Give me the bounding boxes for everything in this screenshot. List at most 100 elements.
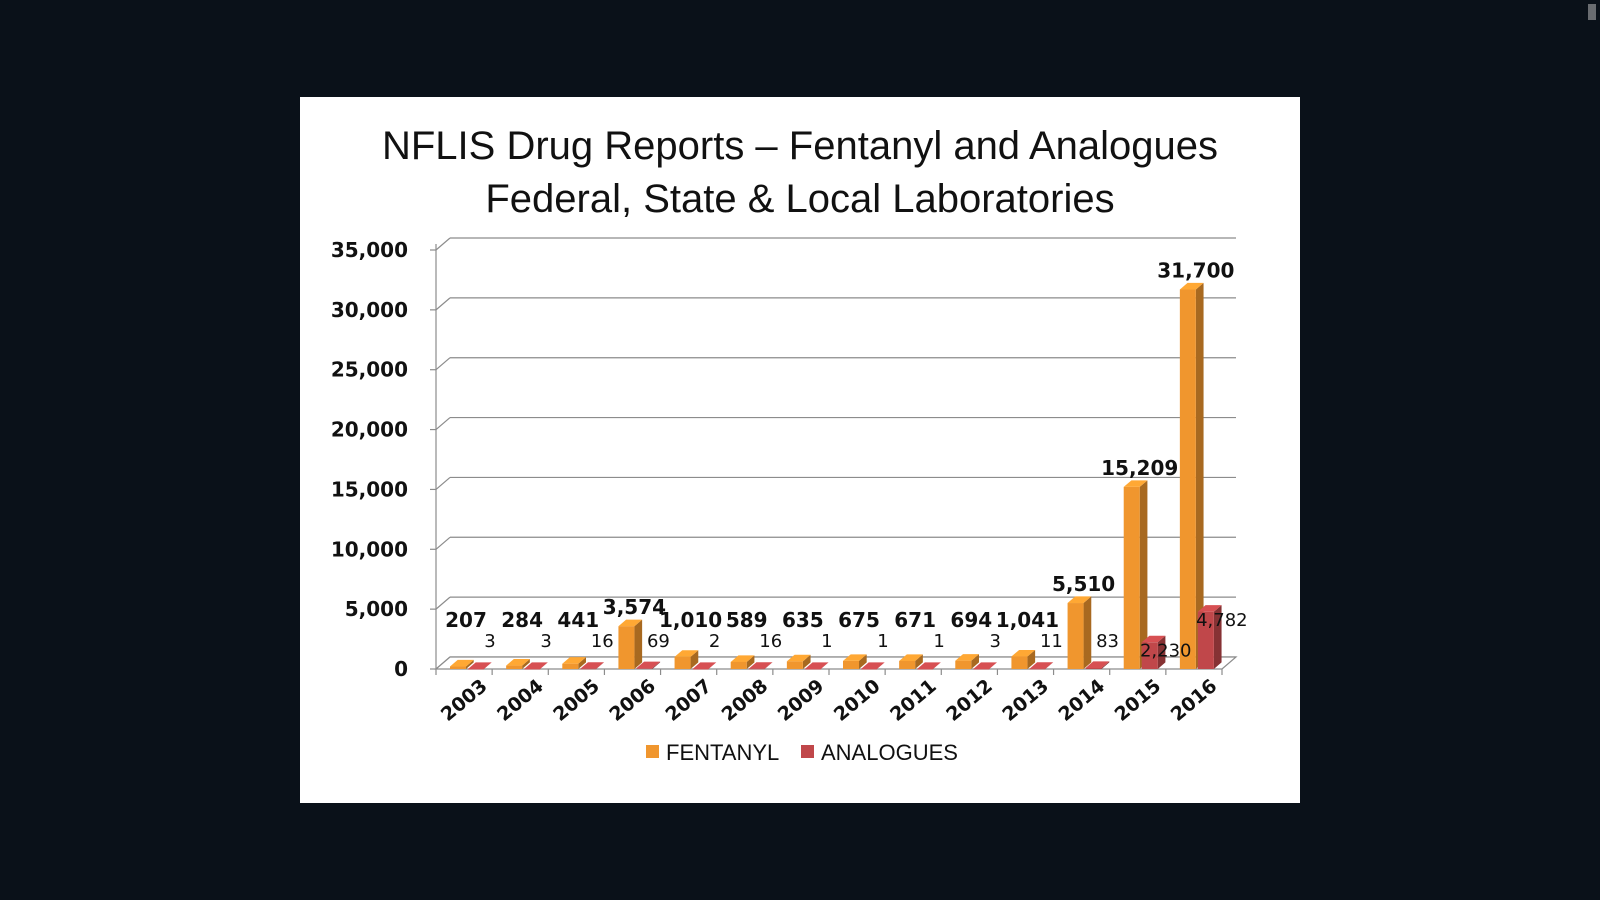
bar-top xyxy=(861,662,885,669)
x-tick-label: 2008 xyxy=(718,675,773,726)
bar-top xyxy=(1179,282,1204,290)
bar-top xyxy=(580,662,604,669)
bar-side xyxy=(1139,480,1148,669)
value-label-analogues-2014: 83 xyxy=(1096,631,1119,652)
bar-front xyxy=(562,663,579,669)
bar-top xyxy=(1011,649,1036,657)
bar-analogues-2009 xyxy=(804,662,829,670)
value-label-analogues-2008: 16 xyxy=(759,631,782,652)
bar-front xyxy=(1123,486,1140,669)
bar-analogues-2003 xyxy=(468,662,492,670)
bar-analogues-2004 xyxy=(524,662,548,670)
bar-front xyxy=(1011,656,1028,669)
bar-front xyxy=(1141,642,1158,669)
value-label-fentanyl-2009: 635 xyxy=(782,608,824,632)
bar-front xyxy=(843,660,859,669)
bar-side xyxy=(708,662,717,669)
grid-layer: 0 5,000 10,000 15,000 20,000 25,000 30,000 35,0… xyxy=(331,237,1238,681)
chart-title-line-2: Federal, State & Local Laboratories xyxy=(485,177,1114,221)
value-label-analogues-2016: 4,782 xyxy=(1196,610,1248,631)
bar-fentanyl-2007 xyxy=(674,650,699,669)
y-tick-label: 5,000 xyxy=(345,597,408,621)
bar-top xyxy=(899,654,923,661)
value-label-analogues-2013: 11 xyxy=(1040,631,1063,652)
bar-fentanyl-2006 xyxy=(618,619,643,669)
chart-canvas: NFLIS Drug Reports – Fentanyl and Analog… xyxy=(331,124,1248,765)
value-label-analogues-2012: 3 xyxy=(990,631,1001,652)
bar-front xyxy=(917,668,934,670)
gridline-side xyxy=(435,536,451,550)
bar-side xyxy=(540,662,548,669)
bar-top xyxy=(955,654,979,661)
gridline-side xyxy=(435,596,451,610)
bar-fentanyl-2008 xyxy=(730,655,755,669)
bar-side xyxy=(1101,661,1110,669)
bar-front xyxy=(748,668,765,670)
gridline-side xyxy=(435,476,451,490)
bar-fentanyl-2005 xyxy=(562,657,586,669)
legend-swatch-fentanyl xyxy=(646,745,659,758)
y-tick-label: 25,000 xyxy=(331,358,408,382)
bar-top xyxy=(786,654,811,662)
value-label-analogues-2005: 16 xyxy=(591,631,614,652)
bar-analogues-2014 xyxy=(1085,661,1110,669)
y-tick-label: 20,000 xyxy=(331,418,408,442)
x-tick-label: 2011 xyxy=(886,675,941,726)
legend: FENTANYL ANALOGUES xyxy=(646,740,958,765)
gridline-side xyxy=(435,357,451,371)
y-tick-label: 30,000 xyxy=(331,298,408,322)
x-tick-label: 2004 xyxy=(493,675,548,726)
bar-front xyxy=(468,668,484,670)
bar-side xyxy=(652,661,661,669)
bar-front xyxy=(692,668,709,670)
bar-side xyxy=(1195,282,1204,669)
bar-analogues-2005 xyxy=(580,662,604,670)
bar-top xyxy=(843,654,867,661)
bar-analogues-2008 xyxy=(748,662,773,670)
bar-side xyxy=(1083,596,1092,669)
bar-top xyxy=(636,661,661,669)
bar-side xyxy=(596,662,604,669)
bar-front xyxy=(861,668,877,670)
value-label-analogues-2007: 2 xyxy=(709,631,720,652)
bar-front xyxy=(636,668,653,669)
bar-side xyxy=(1027,649,1036,669)
bar-front xyxy=(524,668,541,670)
bar-side xyxy=(802,654,811,669)
bar-fentanyl-2009 xyxy=(786,654,811,669)
bar-analogues-2015 xyxy=(1141,635,1166,669)
x-tick-label: 2012 xyxy=(942,675,997,726)
x-tick-label: 2010 xyxy=(830,675,885,726)
bar-front xyxy=(955,660,972,669)
chart-title-line-1: NFLIS Drug Reports – Fentanyl and Analog… xyxy=(382,124,1218,168)
bar-top xyxy=(674,650,699,657)
value-label-fentanyl-2004: 284 xyxy=(501,608,543,632)
bar-side xyxy=(484,662,492,669)
bar-side xyxy=(746,655,755,669)
bar-side xyxy=(466,659,474,669)
bar-fentanyl-2004 xyxy=(506,659,530,669)
bar-side xyxy=(578,657,586,669)
bar-fentanyl-2015 xyxy=(1123,480,1148,669)
bar-top xyxy=(618,619,643,627)
x-tick-label: 2013 xyxy=(998,675,1053,726)
x-tick-label: 2003 xyxy=(437,675,492,726)
bar-analogues-2013 xyxy=(1029,662,1054,670)
bar-front xyxy=(450,666,466,669)
bar-top xyxy=(1067,596,1092,604)
bar-top xyxy=(917,662,941,669)
legend-label-fentanyl: FENTANYL xyxy=(666,740,779,765)
bar-front xyxy=(973,668,990,670)
y-tick-label: 10,000 xyxy=(331,537,408,561)
value-label-fentanyl-2010: 675 xyxy=(838,608,880,632)
bar-front xyxy=(786,661,803,669)
bar-front xyxy=(899,660,916,669)
bar-top xyxy=(1197,605,1222,612)
y-tick-label: 35,000 xyxy=(331,238,408,262)
x-tick-label: 2005 xyxy=(549,675,604,726)
bar-top xyxy=(973,662,997,669)
gridline-side xyxy=(435,237,451,251)
bar-front xyxy=(618,626,635,669)
bar-side xyxy=(989,662,997,669)
value-label-fentanyl-2014: 5,510 xyxy=(1052,572,1115,596)
